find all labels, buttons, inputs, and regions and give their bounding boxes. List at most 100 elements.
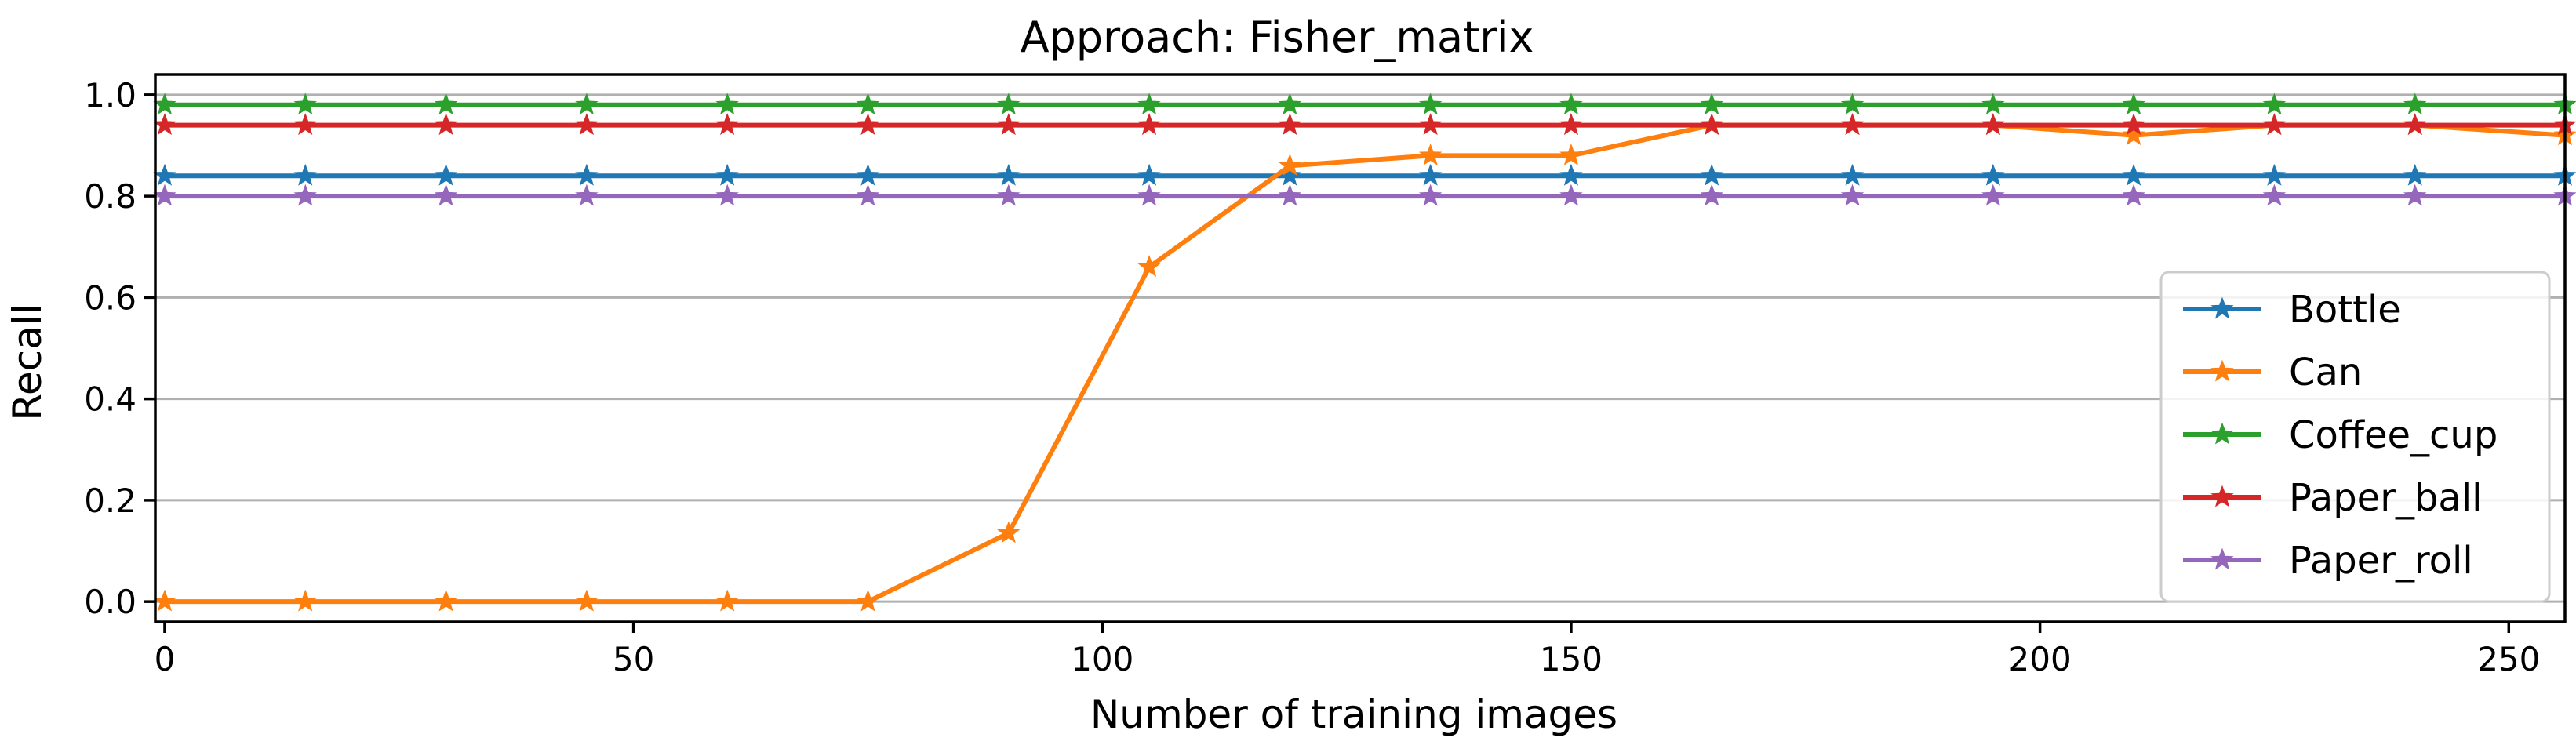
data-point-coffee-cup bbox=[434, 93, 458, 115]
data-point-paper-ball bbox=[997, 113, 1021, 136]
data-point-coffee-cup bbox=[2403, 93, 2427, 115]
data-point-can bbox=[1559, 143, 1583, 165]
data-point-paper-roll bbox=[2122, 184, 2145, 206]
data-point-paper-ball bbox=[856, 113, 880, 136]
legend: Bottle Can Coffee_cup Paper_ball Paper_roll bbox=[2159, 271, 2551, 603]
data-point-coffee-cup bbox=[1559, 93, 1583, 115]
series-line-can bbox=[165, 122, 2566, 605]
legend-item-bottle: Bottle bbox=[2183, 288, 2401, 332]
data-point-can bbox=[153, 589, 176, 612]
data-point-paper-ball bbox=[1559, 113, 1583, 136]
data-point-paper-ball bbox=[1418, 113, 1443, 136]
data-point-coffee-cup bbox=[997, 93, 1021, 115]
data-point-paper-ball bbox=[2403, 113, 2427, 136]
legend-label-coffee-cup: Coffee_cup bbox=[2289, 413, 2498, 457]
data-point-bottle bbox=[997, 163, 1021, 186]
legend-label-bottle: Bottle bbox=[2289, 288, 2401, 332]
data-point-bottle bbox=[1700, 163, 1723, 186]
legend-item-can: Can bbox=[2183, 351, 2362, 394]
data-point-paper-roll bbox=[575, 184, 599, 206]
data-point-bottle bbox=[1981, 163, 2005, 186]
x-tick-label: 200 bbox=[2009, 640, 2072, 678]
data-point-bottle bbox=[2122, 163, 2145, 186]
y-tick-label: 0.0 bbox=[84, 583, 136, 621]
data-point-bottle bbox=[1840, 163, 1865, 186]
data-point-coffee-cup bbox=[1137, 93, 1161, 115]
data-point-bottle bbox=[2262, 163, 2287, 186]
legend-box bbox=[2159, 271, 2551, 603]
data-point-coffee-cup bbox=[1700, 93, 1723, 115]
legend-item-paper-ball: Paper_ball bbox=[2183, 476, 2483, 520]
data-point-coffee-cup bbox=[1278, 93, 1302, 115]
x-tick-label: 150 bbox=[1540, 640, 1603, 678]
data-point-can bbox=[715, 589, 739, 612]
data-point-paper-roll bbox=[1137, 184, 1161, 206]
legend-label-can: Can bbox=[2289, 351, 2362, 394]
data-point-can bbox=[1137, 255, 1161, 278]
data-point-bottle bbox=[1137, 163, 1161, 186]
series-bottle bbox=[153, 163, 2576, 186]
data-point-paper-roll bbox=[715, 184, 739, 206]
data-point-paper-roll bbox=[293, 184, 317, 206]
legend-item-coffee-cup: Coffee_cup bbox=[2183, 413, 2498, 457]
data-point-paper-ball bbox=[2122, 113, 2145, 136]
data-point-coffee-cup bbox=[856, 93, 880, 115]
data-point-coffee-cup bbox=[2122, 93, 2145, 115]
chart-title: Approach: Fisher_matrix bbox=[1021, 13, 1534, 62]
data-point-bottle bbox=[1559, 163, 1583, 186]
data-point-paper-ball bbox=[1981, 113, 2005, 136]
y-tick-label: 1.0 bbox=[84, 76, 136, 114]
data-point-can bbox=[2122, 123, 2145, 146]
y-tick-label: 0.4 bbox=[84, 380, 136, 419]
data-point-paper-roll bbox=[2262, 184, 2287, 206]
data-point-paper-ball bbox=[1137, 113, 1161, 136]
y-tick-label: 0.6 bbox=[84, 278, 136, 317]
data-point-paper-roll bbox=[1559, 184, 1583, 206]
legend-marker-can bbox=[2210, 359, 2234, 382]
data-point-coffee-cup bbox=[1981, 93, 2005, 115]
data-point-coffee-cup bbox=[1840, 93, 1865, 115]
data-point-can bbox=[997, 521, 1021, 543]
plot-frame bbox=[154, 73, 2567, 623]
plot-series bbox=[153, 93, 2576, 612]
data-point-paper-roll bbox=[153, 184, 176, 206]
x-tick-label: 50 bbox=[613, 640, 654, 678]
data-point-paper-roll bbox=[856, 184, 880, 206]
x-axis: 0 50 100 150 200 250 bbox=[155, 622, 2540, 678]
data-point-paper-roll bbox=[434, 184, 458, 206]
data-point-bottle bbox=[2403, 163, 2427, 186]
y-axis: 0.0 0.2 0.4 0.6 0.8 1.0 bbox=[84, 76, 155, 621]
data-point-paper-roll bbox=[1278, 184, 1302, 206]
data-point-paper-roll bbox=[1418, 184, 1443, 206]
data-point-bottle bbox=[715, 163, 739, 186]
data-point-paper-roll bbox=[2403, 184, 2427, 206]
data-point-bottle bbox=[1418, 163, 1443, 186]
x-axis-label: Number of training images bbox=[1090, 692, 1617, 737]
data-point-coffee-cup bbox=[715, 93, 739, 115]
legend-label-paper-ball: Paper_ball bbox=[2289, 476, 2483, 520]
x-tick-label: 0 bbox=[155, 640, 176, 678]
data-point-coffee-cup bbox=[153, 93, 176, 115]
y-tick-label: 0.8 bbox=[84, 177, 136, 216]
data-point-can bbox=[575, 589, 599, 612]
legend-label-paper-roll: Paper_roll bbox=[2289, 539, 2473, 583]
data-point-coffee-cup bbox=[1418, 93, 1443, 115]
data-point-paper-roll bbox=[997, 184, 1021, 206]
data-point-can bbox=[434, 589, 458, 612]
data-point-bottle bbox=[293, 163, 317, 186]
series-paper-ball bbox=[153, 113, 2576, 136]
data-point-coffee-cup bbox=[575, 93, 599, 115]
data-point-can bbox=[1418, 143, 1443, 165]
data-point-paper-roll bbox=[1981, 184, 2005, 206]
legend-marker-paper-ball bbox=[2210, 485, 2234, 507]
data-point-paper-ball bbox=[2262, 113, 2287, 136]
data-point-bottle bbox=[856, 163, 880, 186]
data-point-paper-roll bbox=[1700, 184, 1723, 206]
legend-marker-coffee-cup bbox=[2210, 422, 2234, 445]
data-point-paper-roll bbox=[1840, 184, 1865, 206]
legend-item-paper-roll: Paper_roll bbox=[2183, 539, 2473, 583]
data-point-paper-ball bbox=[1840, 113, 1865, 136]
series-paper-roll bbox=[153, 184, 2576, 206]
data-point-paper-ball bbox=[715, 113, 739, 136]
data-point-bottle bbox=[575, 163, 599, 186]
